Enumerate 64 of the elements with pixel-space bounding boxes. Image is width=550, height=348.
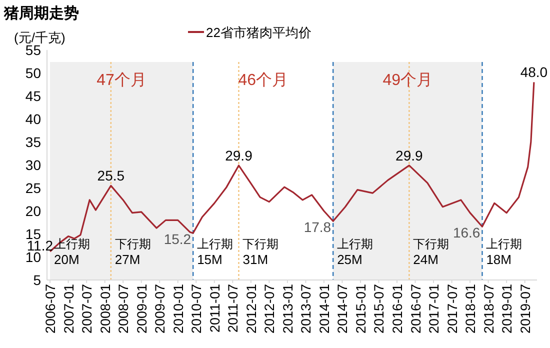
x-tick-label: 2017-01 — [426, 284, 442, 334]
y-tick-label: 55 — [25, 42, 42, 58]
annotation: 25M — [337, 252, 362, 267]
y-tick-label: 5 — [33, 272, 42, 288]
y-tick-label: 25 — [25, 180, 42, 196]
data-label: 25.5 — [97, 168, 125, 184]
x-tick-label: 2007-01 — [61, 284, 76, 334]
x-tick-label: 2009-07 — [152, 284, 168, 334]
annotation: 15M — [197, 252, 222, 267]
x-tick-label: 2019-01 — [500, 284, 515, 334]
y-tick-label: 20 — [25, 203, 42, 219]
y-tick-label: 35 — [25, 134, 42, 150]
annotation: 下行期 — [242, 237, 279, 251]
chart-title: 猪周期走势 — [3, 5, 79, 22]
annotation: 下行期 — [413, 237, 450, 251]
data-label: 29.9 — [225, 147, 253, 164]
annotation: 下行期 — [114, 237, 151, 251]
x-tick-label: 2012-07 — [262, 284, 278, 334]
annotation: 24M — [413, 252, 438, 267]
x-tick-label: 2013-07 — [298, 284, 314, 334]
data-label: 48.0 — [520, 64, 548, 80]
x-tick-label: 2012-01 — [244, 284, 259, 334]
annotation: 上行期 — [337, 237, 374, 251]
annotation: 49个月 — [382, 71, 433, 89]
annotation: 46个月 — [238, 71, 288, 89]
annotation: 31M — [242, 252, 268, 267]
x-tick-label: 2015-07 — [372, 284, 387, 334]
annotation: 27M — [114, 252, 140, 267]
y-tick-label: 40 — [25, 111, 42, 127]
legend-label: 22省市猪肉平均价 — [206, 25, 312, 40]
annotation: 18M — [486, 252, 512, 267]
x-tick-label: 2011-07 — [226, 284, 241, 333]
x-tick-label: 2015-01 — [353, 284, 368, 334]
y-tick-label: 15 — [25, 226, 42, 242]
annotation: 47个月 — [96, 71, 146, 89]
x-tick-label: 2018-07 — [481, 284, 496, 334]
x-tick-label: 2009-01 — [134, 284, 150, 334]
data-label: 16.6 — [452, 224, 480, 241]
y-tick-label: 45 — [25, 88, 42, 104]
x-tick-label: 2014-07 — [335, 284, 350, 334]
data-label: 15.2 — [164, 231, 192, 248]
data-label: 29.9 — [396, 147, 424, 164]
y-axis-title: (元/千克) — [14, 30, 66, 45]
data-label: 17.8 — [304, 219, 332, 236]
y-tick-label: 30 — [25, 157, 42, 173]
annotation: 20M — [54, 252, 80, 267]
x-tick-label: 2007-07 — [80, 284, 95, 334]
x-tick-label: 2016-07 — [408, 284, 424, 334]
annotation: 上行期 — [197, 237, 234, 251]
y-tick-label: 50 — [25, 65, 42, 81]
x-tick-label: 2014-01 — [316, 284, 332, 334]
x-tick-label: 2006-07 — [43, 284, 58, 334]
x-tick-label: 2010-07 — [189, 284, 204, 334]
x-tick-label: 2016-01 — [390, 284, 405, 334]
x-tick-label: 2011-01 — [207, 284, 222, 333]
x-tick-label: 2019-07 — [518, 284, 533, 334]
x-tick-label: 2018-01 — [463, 284, 478, 334]
x-tick-label: 2017-07 — [444, 284, 460, 334]
x-tick-label: 2013-01 — [280, 284, 296, 334]
x-tick-label: 2008-01 — [98, 284, 113, 334]
y-tick-label: 10 — [25, 249, 42, 265]
x-tick-label: 2008-07 — [116, 284, 132, 334]
annotation: 上行期 — [486, 237, 522, 251]
x-tick-label: 2010-01 — [170, 284, 186, 334]
